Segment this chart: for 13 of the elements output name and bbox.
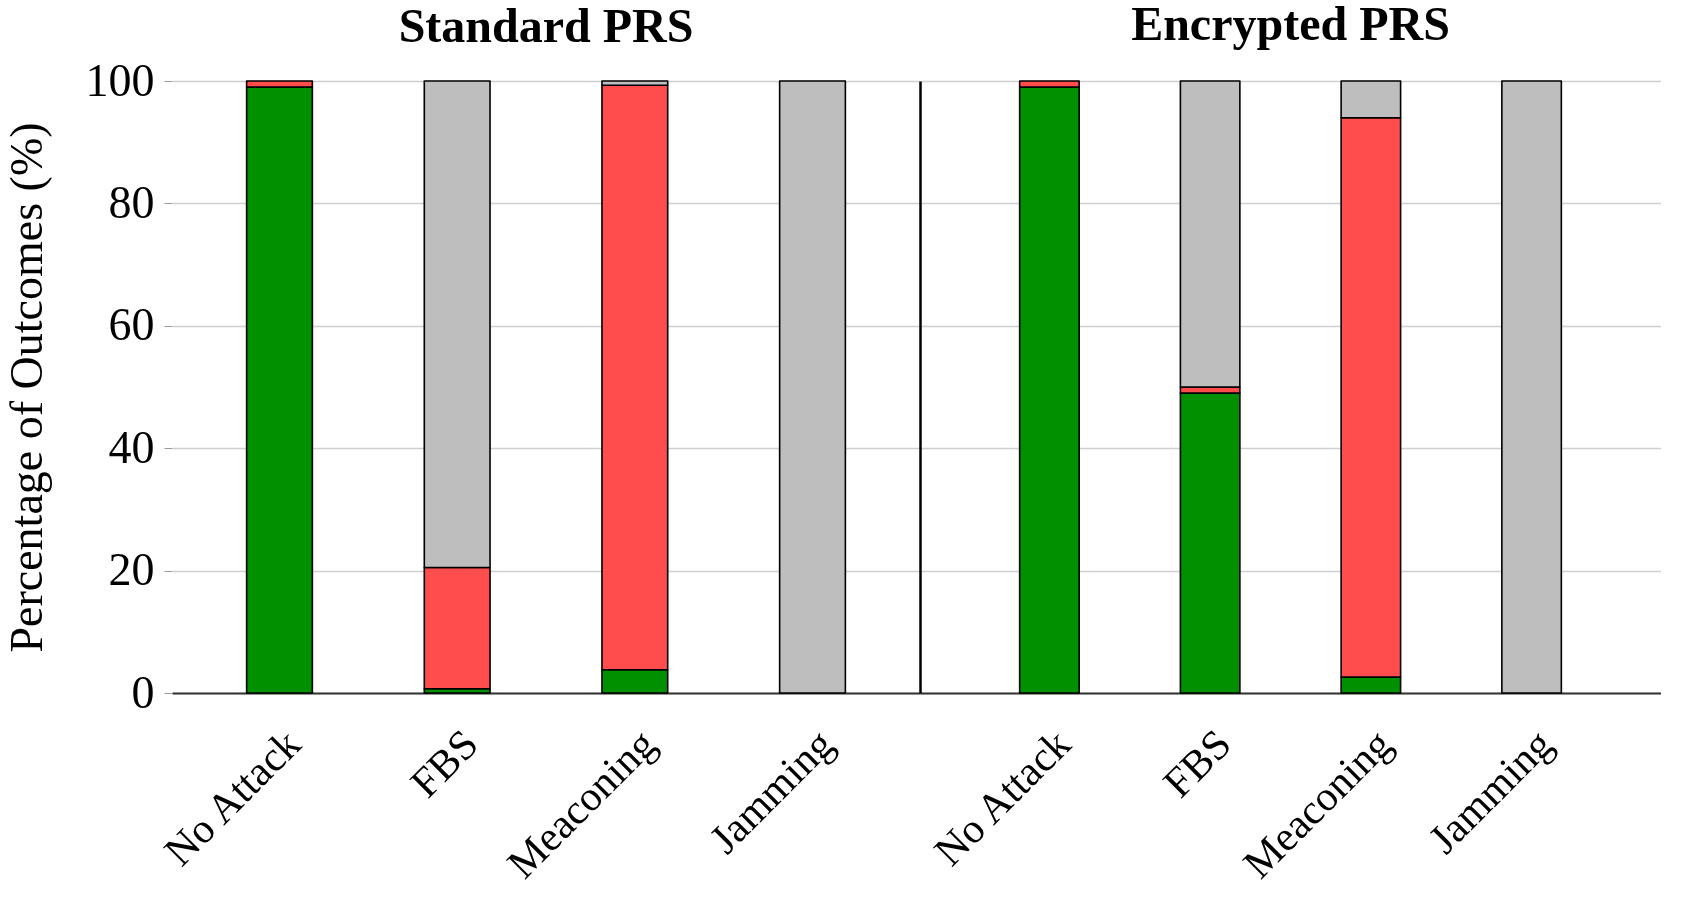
chart-title: Standard PRS [398,0,694,52]
x-tick-label: FBS [1154,720,1240,807]
y-tick-label: 100 [85,54,155,106]
chart-title: Encrypted PRS [1131,0,1450,51]
bar [1501,80,1563,694]
y-axis-title: Percentage of Outcomes (%) [0,122,52,653]
y-tick-label: 60 [108,299,155,351]
y-tick-label: 0 [131,666,155,718]
bar [778,80,847,694]
y-tick-label: 20 [108,544,155,596]
x-tick-label: FBS [401,720,487,807]
y-tick-label: 40 [108,421,155,473]
y-tick-label: 80 [108,176,155,228]
